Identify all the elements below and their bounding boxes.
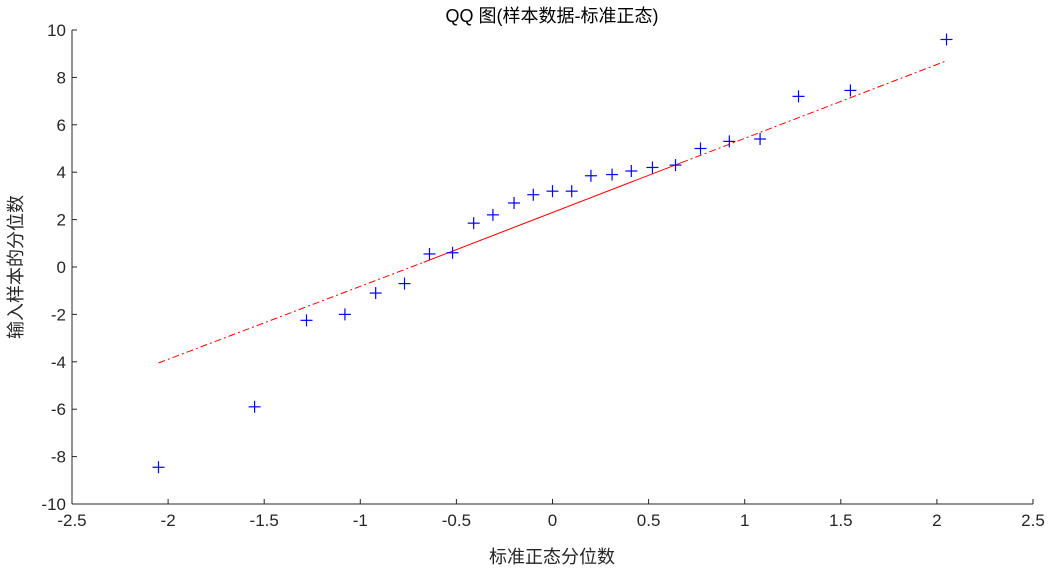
- data-point-marker: [754, 133, 767, 146]
- data-point-marker: [300, 314, 313, 327]
- reference-line-extension-right: [681, 60, 947, 164]
- x-tick-label: 0: [548, 511, 557, 530]
- data-point-marker: [369, 287, 382, 300]
- data-point-marker: [486, 208, 499, 221]
- y-tick-label: 4: [57, 163, 66, 182]
- data-point-marker: [546, 185, 559, 198]
- data-point-marker: [646, 161, 659, 174]
- chart-title: QQ 图(样本数据-标准正态): [446, 6, 659, 26]
- data-point-marker: [527, 188, 540, 201]
- x-tick-label: -2: [161, 511, 176, 530]
- y-tick-label: 2: [57, 211, 66, 230]
- data-point-marker: [584, 169, 597, 182]
- reference-line-fit: [423, 162, 682, 263]
- x-tick-label: 1.5: [829, 511, 853, 530]
- data-point-marker: [694, 142, 707, 155]
- x-tick-label: 1: [740, 511, 749, 530]
- data-point-marker: [152, 461, 165, 474]
- plot-area: [71, 30, 1033, 505]
- reference-lines: [158, 60, 947, 364]
- y-tick-label: -10: [41, 495, 66, 514]
- data-point-marker: [792, 90, 805, 103]
- data-point-marker: [423, 247, 436, 260]
- data-point-marker: [606, 168, 619, 181]
- data-point-marker: [940, 33, 953, 46]
- y-tick-label: 6: [57, 116, 66, 135]
- y-tick-label: -2: [51, 305, 66, 324]
- data-point-marker: [625, 165, 638, 178]
- data-point-marker: [398, 277, 411, 290]
- y-tick-label: -8: [51, 448, 66, 467]
- x-axis-label: 标准正态分位数: [489, 547, 615, 568]
- data-point-marker: [467, 217, 480, 230]
- x-tick-label: -0.5: [442, 511, 471, 530]
- y-tick-label: -6: [51, 400, 66, 419]
- x-tick-label: -1.5: [250, 511, 279, 530]
- x-tick-label: -2.5: [57, 511, 86, 530]
- y-tick-label: 10: [47, 21, 66, 40]
- data-point-marker: [565, 185, 578, 198]
- y-ticks: -10 -8 -6 -4 -2 0 2 4 6 8 10: [41, 21, 77, 514]
- x-tick-label: 0.5: [637, 511, 661, 530]
- data-point-marker: [723, 135, 736, 148]
- data-points: [152, 33, 953, 474]
- reference-line-extension-left: [158, 261, 424, 364]
- x-ticks: -2.5 -2 -1.5 -1 -0.5 0 0.5 1 1.5 2 2.5: [57, 499, 1045, 530]
- x-tick-label: -1: [353, 511, 368, 530]
- x-tick-label: 2.5: [1021, 511, 1045, 530]
- data-point-marker: [669, 159, 682, 172]
- y-axis-label: 输入样本的分位数: [6, 195, 27, 339]
- y-tick-label: 8: [57, 68, 66, 87]
- data-point-marker: [508, 197, 521, 210]
- y-tick-label: 0: [57, 258, 66, 277]
- data-point-marker: [446, 246, 459, 259]
- y-tick-label: -4: [51, 353, 66, 372]
- data-point-marker: [338, 308, 351, 321]
- x-tick-label: 2: [932, 511, 941, 530]
- data-point-marker: [248, 400, 261, 413]
- data-point-marker: [844, 84, 857, 97]
